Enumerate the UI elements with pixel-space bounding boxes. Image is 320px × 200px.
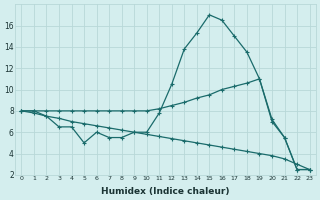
X-axis label: Humidex (Indice chaleur): Humidex (Indice chaleur) bbox=[101, 187, 230, 196]
